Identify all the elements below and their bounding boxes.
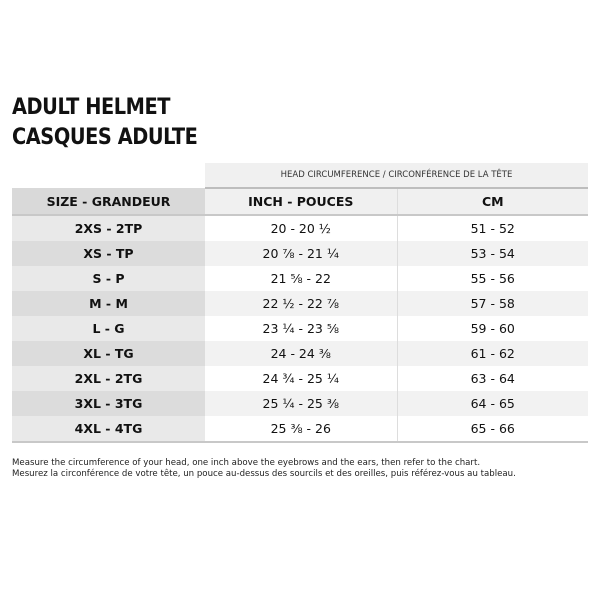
head-circumference-header: HEAD CIRCUMFERENCE / CIRCONFÉRENCE DE LA… [205, 163, 588, 189]
cm-cell: 55 - 56 [397, 266, 588, 291]
size-cell: XL - TG [12, 341, 205, 366]
group-header-row: HEAD CIRCUMFERENCE / CIRCONFÉRENCE DE LA… [12, 163, 588, 189]
size-cell: XS - TP [12, 241, 205, 266]
column-header-inch: INCH - POUCES [205, 188, 398, 216]
inch-cell: 25 ⅜ - 26 [205, 416, 398, 443]
instructions-english: Measure the circumference of your head, … [12, 458, 481, 468]
table-row: 2XL - 2TG 24 ¾ - 25 ¼ 63 - 64 [12, 366, 588, 391]
instructions-french: Mesurez la circonférence de votre tête, … [12, 469, 516, 479]
cm-cell: 65 - 66 [397, 416, 588, 443]
cm-cell: 51 - 52 [397, 215, 588, 241]
size-cell: L - G [12, 316, 205, 341]
cm-cell: 59 - 60 [397, 316, 588, 341]
inch-cell: 22 ½ - 22 ⅞ [205, 291, 398, 316]
title-english: ADULT HELMET [12, 95, 171, 120]
inch-cell: 20 ⅞ - 21 ¼ [205, 241, 398, 266]
column-header-cm: CM [397, 188, 588, 216]
page-title: ADULT HELMET CASQUES ADULTE [12, 93, 198, 153]
inch-cell: 24 ¾ - 25 ¼ [205, 366, 398, 391]
size-cell: 2XS - 2TP [12, 215, 205, 241]
inch-cell: 24 - 24 ⅜ [205, 341, 398, 366]
size-chart-table: HEAD CIRCUMFERENCE / CIRCONFÉRENCE DE LA… [12, 163, 588, 443]
table-row: XS - TP 20 ⅞ - 21 ¼ 53 - 54 [12, 241, 588, 266]
column-header-row: SIZE - GRANDEUR INCH - POUCES CM [12, 188, 588, 216]
size-cell: 3XL - 3TG [12, 391, 205, 416]
cm-cell: 61 - 62 [397, 341, 588, 366]
blank-cell [12, 163, 205, 188]
table-row: 3XL - 3TG 25 ¼ - 25 ⅜ 64 - 65 [12, 391, 588, 416]
inch-cell: 20 - 20 ½ [205, 215, 398, 241]
size-cell: 2XL - 2TG [12, 366, 205, 391]
table-row: 2XS - 2TP 20 - 20 ½ 51 - 52 [12, 215, 588, 241]
size-cell: S - P [12, 266, 205, 291]
table-row: M - M 22 ½ - 22 ⅞ 57 - 58 [12, 291, 588, 316]
table-row: L - G 23 ¼ - 23 ⅝ 59 - 60 [12, 316, 588, 341]
column-header-size: SIZE - GRANDEUR [12, 188, 205, 216]
size-cell: 4XL - 4TG [12, 416, 205, 443]
table-row: XL - TG 24 - 24 ⅜ 61 - 62 [12, 341, 588, 366]
size-cell: M - M [12, 291, 205, 316]
cm-cell: 64 - 65 [397, 391, 588, 416]
cm-cell: 57 - 58 [397, 291, 588, 316]
table-row: S - P 21 ⅝ - 22 55 - 56 [12, 266, 588, 291]
inch-cell: 23 ¼ - 23 ⅝ [205, 316, 398, 341]
measurement-instructions: Measure the circumference of your head, … [12, 458, 516, 480]
table-row: 4XL - 4TG 25 ⅜ - 26 65 - 66 [12, 416, 588, 443]
cm-cell: 53 - 54 [397, 241, 588, 266]
title-french: CASQUES ADULTE [12, 125, 198, 150]
cm-cell: 63 - 64 [397, 366, 588, 391]
inch-cell: 25 ¼ - 25 ⅜ [205, 391, 398, 416]
inch-cell: 21 ⅝ - 22 [205, 266, 398, 291]
